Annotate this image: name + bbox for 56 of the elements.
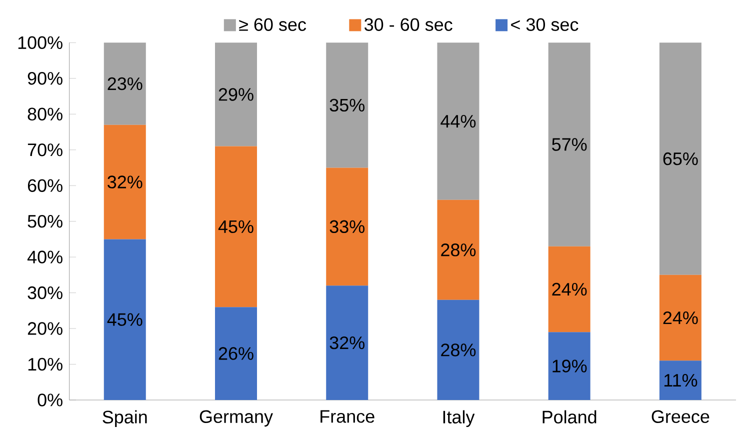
data-label: 32% — [330, 336, 364, 350]
bar — [215, 146, 257, 308]
legend-label: ≥ 60 sec — [239, 18, 306, 31]
x-tick-label: Italy — [443, 410, 475, 428]
bar — [659, 274, 702, 361]
bar — [659, 360, 702, 400]
y-tick-label: 10% — [28, 358, 62, 371]
data-label: 44% — [440, 114, 476, 128]
data-label: 24% — [663, 311, 698, 324]
data-label: 26% — [218, 347, 254, 360]
legend-label: < 30 sec — [511, 18, 578, 31]
y-tick-label: 0% — [38, 394, 62, 406]
data-label: 33% — [330, 220, 364, 234]
data-label: 28% — [441, 344, 476, 356]
data-label: 32% — [108, 176, 142, 188]
bar — [215, 42, 257, 146]
bar — [437, 200, 480, 300]
legend-label: 30 - 60 sec — [364, 18, 452, 31]
bar — [104, 42, 146, 125]
bar — [104, 124, 146, 240]
data-label: 65% — [663, 152, 698, 166]
x-tick-label: Poland — [542, 410, 596, 424]
y-tick-label: 60% — [28, 179, 62, 192]
data-label: 35% — [330, 98, 364, 112]
x-tick-label: Spain — [102, 410, 147, 428]
bar — [326, 42, 368, 168]
bar — [326, 286, 368, 400]
y-tick-label: 20% — [28, 322, 62, 335]
bar — [548, 332, 590, 400]
y-tick-label: 80% — [28, 108, 62, 120]
data-label: 45% — [218, 220, 254, 234]
bar — [104, 239, 146, 400]
x-tick-label: France — [320, 410, 374, 423]
data-label: 29% — [218, 88, 254, 101]
x-tick-label: Germany — [200, 410, 273, 427]
bar — [326, 168, 368, 286]
data-label: 23% — [108, 77, 142, 90]
data-label: 19% — [552, 360, 587, 372]
data-label: 45% — [107, 313, 142, 326]
data-label: 11% — [664, 374, 698, 387]
bar — [215, 307, 257, 400]
y-tick-label: 100% — [18, 36, 62, 50]
y-tick-label: 40% — [27, 250, 62, 264]
x-tick-label: Greece — [652, 410, 710, 423]
bar — [548, 246, 590, 332]
bar — [437, 42, 480, 200]
data-label: 28% — [441, 244, 476, 256]
y-tick-label: 30% — [28, 286, 62, 300]
bar — [437, 300, 480, 400]
data-label: 57% — [552, 138, 587, 151]
data-label: 24% — [552, 282, 587, 296]
y-tick-label: 70% — [28, 143, 62, 156]
y-tick-label: 90% — [28, 72, 62, 85]
bar — [659, 42, 702, 275]
y-tick-label: 50% — [28, 214, 62, 228]
bar — [548, 42, 590, 246]
